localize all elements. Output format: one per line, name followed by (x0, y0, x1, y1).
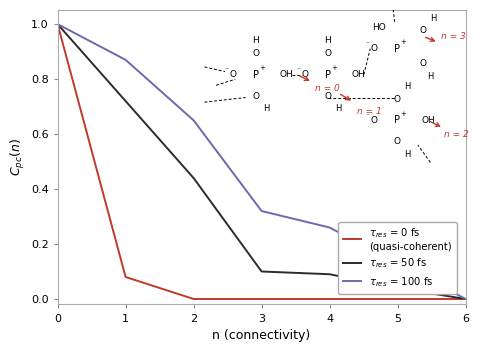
Y-axis label: $C_{pc}(n)$: $C_{pc}(n)$ (9, 138, 27, 176)
X-axis label: n (connectivity): n (connectivity) (213, 329, 311, 342)
Legend: $\tau_{res}$ = 0 fs
(quasi-coherent), $\tau_{res}$ = 50 fs, $\tau_{res}$ = 100 f: $\tau_{res}$ = 0 fs (quasi-coherent), $\… (338, 221, 456, 294)
